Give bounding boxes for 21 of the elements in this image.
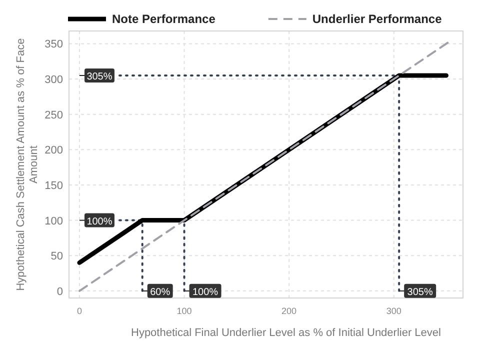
y-tick-label: 300	[44, 74, 63, 86]
legend-label: Note Performance	[112, 12, 216, 26]
ref-line-label: 100%	[86, 216, 112, 228]
x-tick-label: 300	[386, 306, 402, 316]
y-tick-label: 200	[44, 144, 63, 157]
x-tick-label: 100	[176, 306, 192, 316]
y-axis-title: Hypothetical Cash Settlement Amount as % of Face Amount	[15, 38, 40, 291]
ref-line-label: 305%	[86, 72, 112, 82]
y-tick-label: 350	[44, 38, 63, 51]
x-tick-label: 200	[282, 306, 297, 316]
y-tick-label: 250	[44, 109, 63, 122]
ref-line-label: 100%	[192, 286, 218, 298]
ref-line-label: 305%	[407, 286, 433, 298]
y-tick-label: 50	[50, 250, 63, 263]
y-tick-label: 150	[44, 180, 63, 192]
y-tick-label: 100	[44, 215, 63, 228]
y-tick-label: 0	[56, 286, 63, 298]
x-axis-title: Hypothetical Final Underlier Level as % of Initial Underlier Level	[131, 327, 441, 339]
x-tick-label: 0	[76, 306, 82, 316]
ref-line-label: 60%	[150, 286, 170, 298]
legend-label: Underlier Performance	[312, 12, 442, 26]
